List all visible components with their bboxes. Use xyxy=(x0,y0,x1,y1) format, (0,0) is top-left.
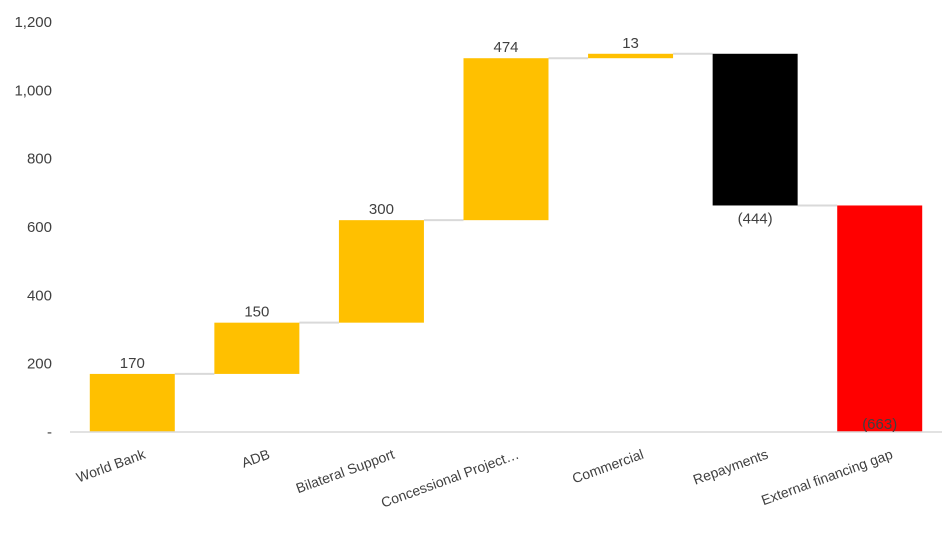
y-tick-label: 1,200 xyxy=(14,14,52,31)
category-label: World Bank xyxy=(74,445,148,485)
y-tick-label: - xyxy=(47,424,52,441)
data-label: 300 xyxy=(369,201,394,218)
bar-external-financing-gap xyxy=(837,205,923,432)
y-tick-label: 200 xyxy=(27,356,52,373)
data-label: 474 xyxy=(493,39,518,56)
category-label: External financing gap xyxy=(759,446,895,508)
data-label: (444) xyxy=(738,210,773,227)
y-tick-label: 1,000 xyxy=(14,82,52,99)
data-label: (663) xyxy=(862,416,897,433)
bar-bilateral-support xyxy=(338,220,424,323)
bars xyxy=(89,53,923,432)
category-label: Commercial xyxy=(570,446,646,487)
y-tick-label: 400 xyxy=(27,287,52,304)
category-label: Concessional Project… xyxy=(379,446,521,511)
bar-repayments xyxy=(712,53,798,206)
connector-lines xyxy=(174,52,838,375)
data-labels: 170 150 300 474 13 (444) (663) xyxy=(120,35,897,433)
category-labels: World Bank ADB Bilateral SupportConcession… xyxy=(74,445,895,510)
bar-commercial xyxy=(588,53,674,59)
category-label: Repayments xyxy=(691,446,770,488)
data-label: 150 xyxy=(244,304,269,321)
category-label: ADB xyxy=(239,446,272,471)
category-label: Bilateral Support xyxy=(294,446,397,496)
data-label: 170 xyxy=(120,355,145,372)
y-axis: - 200 400 600 800 1,000 1,200 xyxy=(14,14,52,441)
y-tick-label: 800 xyxy=(27,151,52,168)
data-label: 13 xyxy=(622,35,639,52)
y-tick-label: 600 xyxy=(27,219,52,236)
bar-world-bank xyxy=(89,373,175,432)
bar-adb xyxy=(214,322,300,374)
bar-concessional-project xyxy=(463,58,549,221)
